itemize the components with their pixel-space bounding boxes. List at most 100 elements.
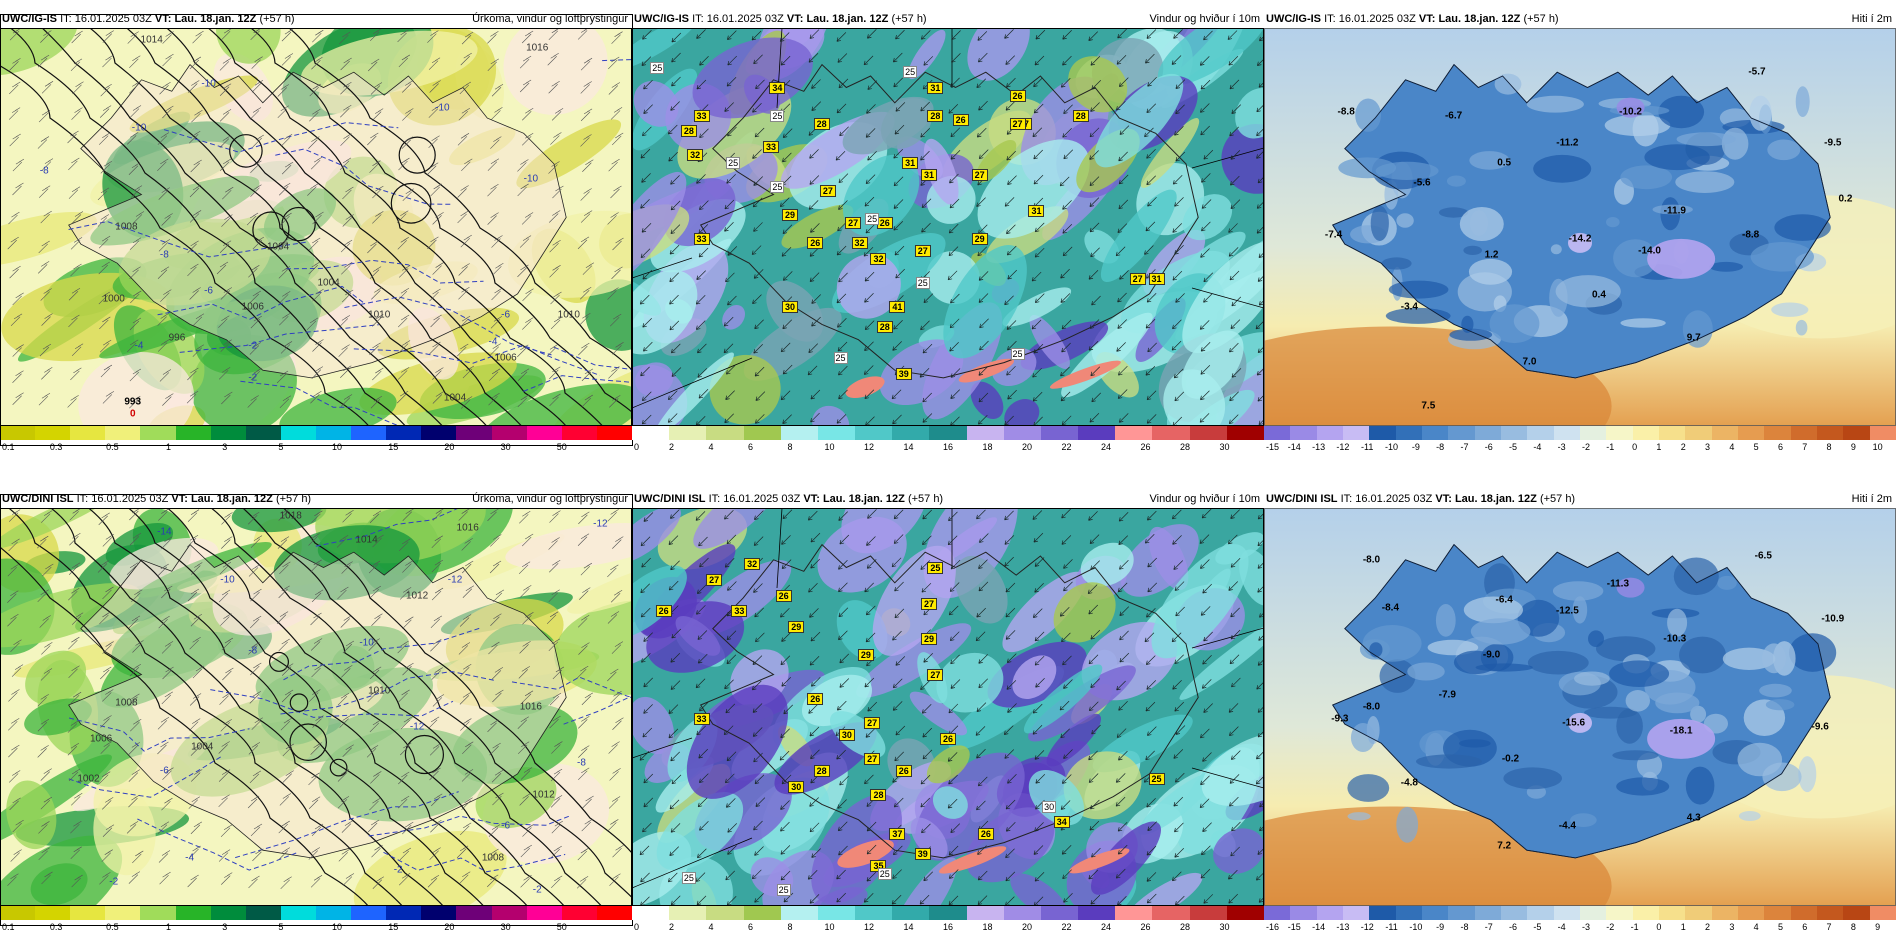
precip-area [352, 209, 436, 286]
wind-barb [1088, 511, 1098, 521]
wind-barb [551, 741, 563, 754]
wind-barb [519, 55, 532, 69]
colorbar-swatch [1448, 426, 1475, 440]
wind-barb [157, 821, 170, 834]
colorbar-swatch [1115, 906, 1153, 920]
wind-barb [1199, 56, 1210, 66]
wind-barb [402, 188, 414, 202]
wind-barb [521, 133, 534, 146]
temp-area [1679, 636, 1726, 674]
lead-time: (+57 h) [275, 493, 312, 505]
wind-barb [402, 616, 414, 630]
wind-barb [71, 793, 83, 806]
wind-barb [428, 135, 440, 149]
wind-barb [950, 150, 961, 160]
isotherm [163, 122, 399, 153]
gust-value-label: 27 [864, 752, 881, 765]
wind-barb [578, 642, 590, 655]
wind-barb [782, 224, 793, 235]
wind-barb [548, 80, 560, 94]
wind-barb [457, 210, 469, 224]
isobar [252, 211, 290, 249]
panel-precip-dini: UWC/DINI ISL IT: 16.01.2025 03Z VT: Lau.… [0, 490, 632, 942]
wind-barb [339, 715, 351, 728]
wind-barb [279, 793, 292, 806]
wind-barb [811, 79, 821, 89]
wind-barb [836, 103, 847, 114]
wind-barb [948, 895, 959, 906]
wind-barb [1174, 701, 1185, 712]
wind-barb [639, 294, 650, 305]
wind-barb [458, 107, 470, 121]
wind-barb [1060, 366, 1070, 377]
temp-area [1798, 756, 1817, 793]
wind-barb [920, 101, 930, 112]
wind-barb [1062, 246, 1073, 257]
wind-barb [1228, 55, 1239, 66]
temperature-label: -10.3 [1663, 633, 1687, 645]
isotherm-label: -12 [447, 574, 463, 586]
wind-barb [277, 105, 289, 118]
wind-barb [1088, 340, 1099, 351]
gust-contour-label: 25 [903, 65, 918, 78]
wind-barb [340, 239, 353, 253]
wind-barb [1175, 895, 1185, 906]
wind-barb [1062, 55, 1072, 66]
wind-barb [1146, 845, 1157, 856]
lead-time: (+57 h) [907, 493, 944, 505]
wind-barb [1147, 510, 1157, 521]
wind-barb [809, 655, 820, 666]
gust-area [977, 139, 1090, 239]
gust-value-label: 32 [687, 149, 704, 162]
colorbar-swatch [1843, 906, 1870, 920]
gust-value-label: 29 [921, 633, 938, 646]
wind-barb [158, 615, 170, 629]
gust-area [1053, 582, 1116, 643]
temp-area [1438, 207, 1469, 218]
wind-barb [1146, 607, 1156, 618]
wind-barb [281, 28, 294, 42]
wind-barb [865, 174, 876, 185]
wind-barb [402, 560, 414, 573]
isobar [281, 206, 316, 242]
colorbar-swatch [35, 906, 71, 920]
wind-barb [810, 749, 820, 760]
gust-area [1002, 287, 1072, 327]
wind-barb [278, 585, 290, 599]
wind-barb [640, 583, 650, 594]
wind-barb [10, 313, 23, 327]
wind-barb [751, 30, 762, 41]
wind-barb [723, 343, 734, 354]
gust-value-label: 31 [1148, 272, 1165, 285]
wind-barb [157, 339, 170, 352]
wind-barb [643, 104, 653, 114]
wind-barb [755, 391, 766, 401]
wind-barb [70, 237, 83, 250]
wind-barb [577, 615, 590, 628]
map-svg [0, 28, 632, 426]
wind-barb [837, 799, 847, 809]
wind-barb [518, 561, 531, 574]
wind-barb [895, 29, 905, 40]
wind-barb [782, 128, 793, 138]
wind-barb [669, 320, 680, 331]
isotherm-label: -2 [248, 372, 258, 384]
isotherm-label: -10 [359, 637, 374, 649]
wind-barb [581, 818, 593, 832]
wind-barb [221, 637, 234, 651]
colorbar-swatch [1527, 906, 1554, 920]
wind-barb [519, 235, 532, 248]
gust-area [926, 745, 970, 784]
gust-area [781, 204, 854, 249]
wind-barb [920, 774, 931, 785]
colorbar-swatch [1685, 426, 1712, 440]
colorbar-labels: 0.1 0.3 0.5 1 3 5 10 15 20 30 50 [0, 921, 632, 935]
gust-area [1182, 241, 1264, 354]
gust-value-label: 33 [693, 232, 710, 245]
colorbar-swatch [315, 426, 352, 440]
colorbar-swatch [1115, 426, 1153, 440]
wind-barb [517, 394, 529, 408]
wind-barb [398, 265, 411, 278]
wind-barb [37, 694, 49, 707]
wind-barb [921, 582, 932, 593]
